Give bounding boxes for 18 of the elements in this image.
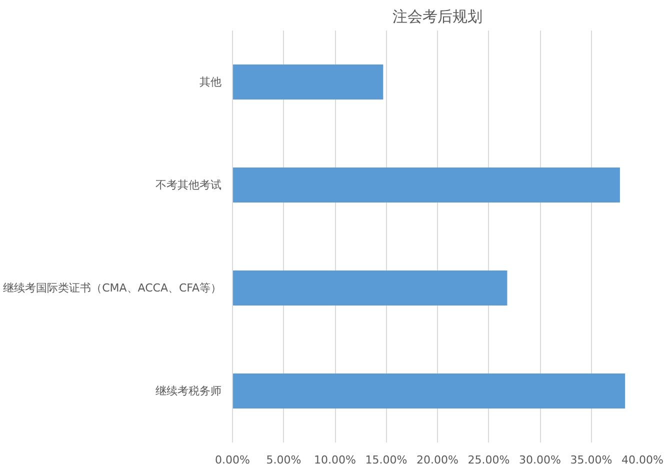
x-tick-label: 35.00% (570, 454, 612, 466)
x-tick-label: 0.00% (215, 454, 250, 466)
x-tick-label: 15.00% (365, 454, 408, 466)
x-tick-label: 5.00% (266, 454, 302, 466)
y-tick-label: 不考其他考试 (156, 178, 222, 192)
bar (232, 373, 626, 409)
y-tick-label: 继续考国际类证书（CMA、ACCA、CFA等） (3, 282, 222, 294)
bar (232, 270, 508, 306)
x-tick-label: 20.00% (416, 454, 458, 466)
y-tick-label: 其他 (200, 76, 222, 88)
chart-title: 注会考后规划 (392, 8, 482, 26)
y-tick-label: 继续考税务师 (156, 384, 222, 398)
bar (232, 167, 620, 203)
x-tick-label: 30.00% (519, 454, 561, 466)
x-tick-label: 10.00% (314, 454, 356, 466)
x-tick-label: 25.00% (468, 454, 510, 466)
bar (232, 64, 384, 100)
x-tick-label: 40.00% (622, 454, 664, 466)
